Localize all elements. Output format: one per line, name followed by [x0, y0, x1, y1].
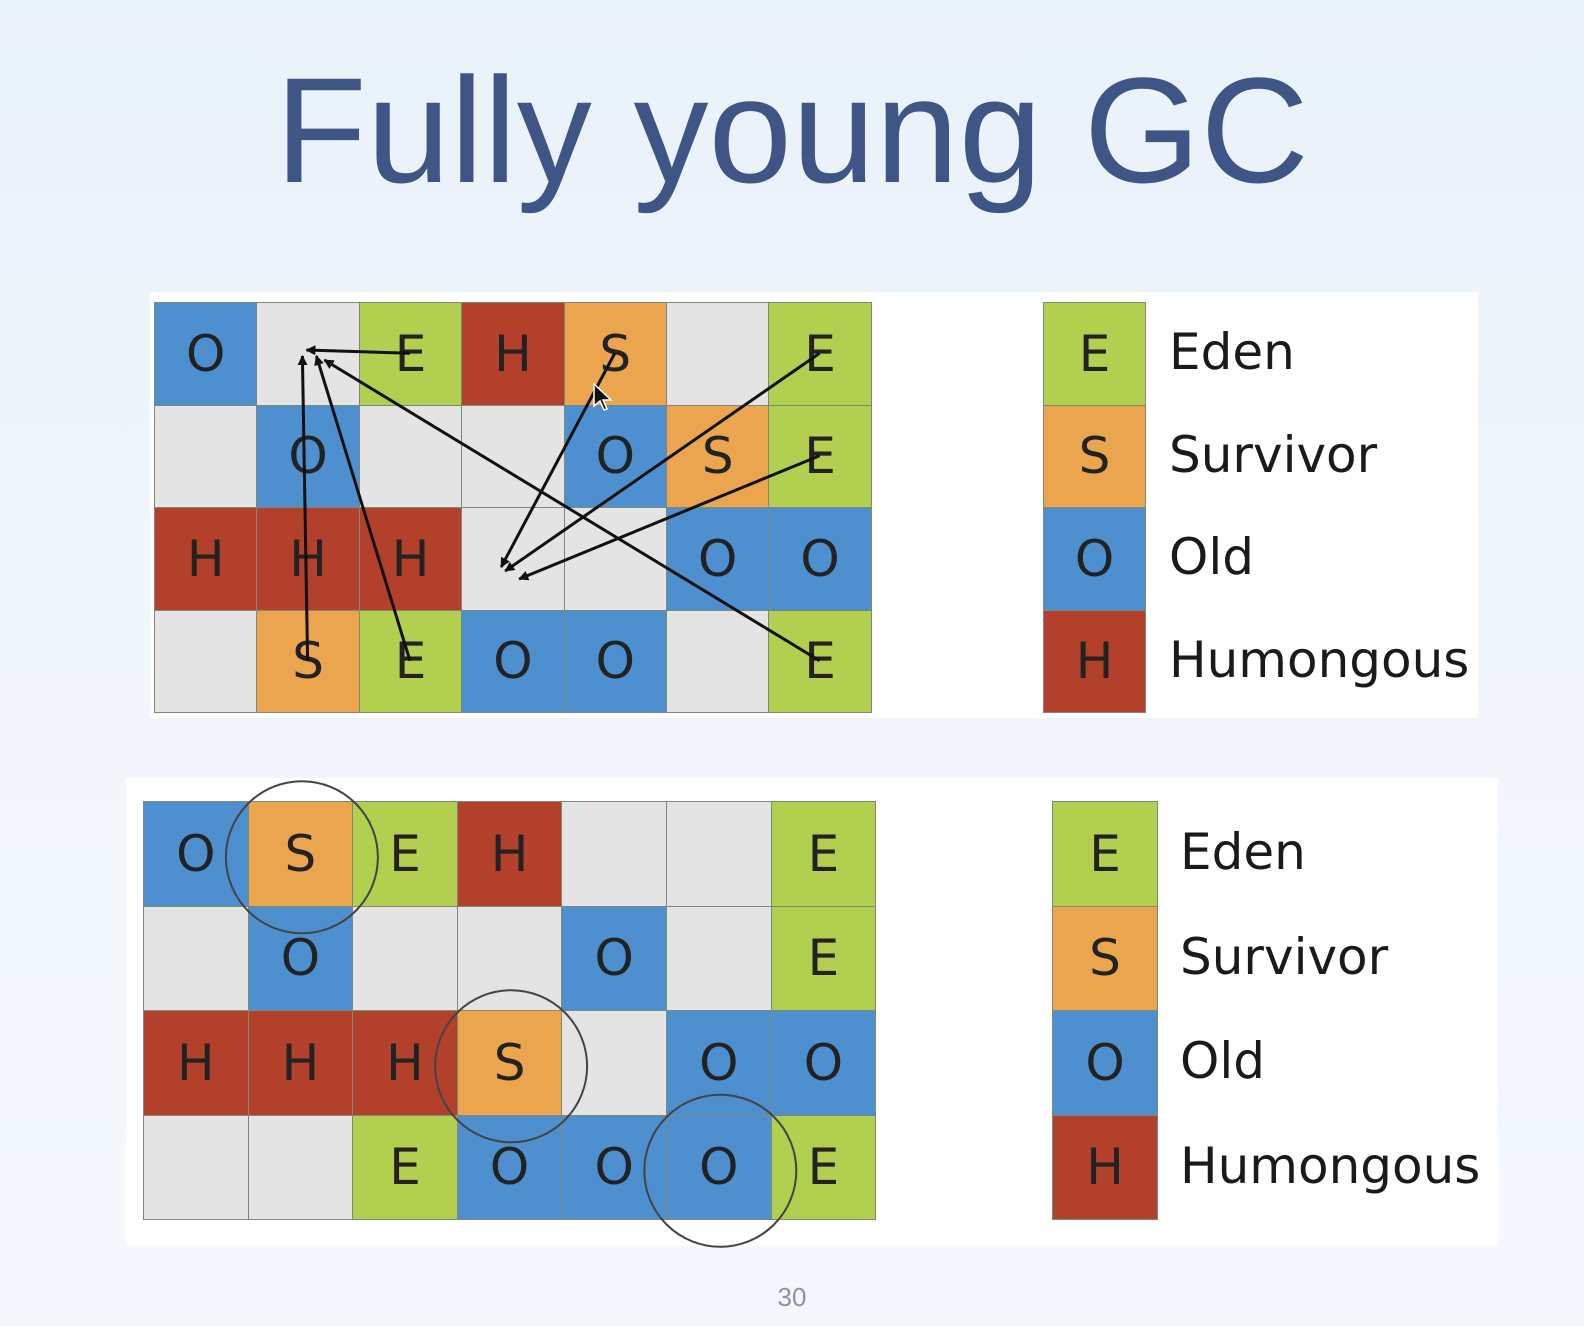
before-cell-r3-c4: O [563, 609, 667, 713]
after-cell-r1-c5 [666, 905, 772, 1011]
before-cell-r2-c5: O [666, 507, 770, 611]
after-cell-r2-c4 [561, 1010, 667, 1116]
after-cell-r0-c0: O [143, 801, 249, 907]
legend-before-label-eden: Eden [1169, 323, 1295, 382]
after-cell-r2-c0: H [143, 1010, 249, 1116]
after-cell-r3-c6: E [770, 1114, 877, 1220]
legend-before-swatch-humongous: H [1043, 609, 1146, 713]
before-cell-r3-c2: E [358, 609, 463, 713]
legend-after-label-humongous: Humongous [1180, 1136, 1481, 1195]
before-cell-r1-c3 [461, 404, 565, 508]
before-cell-r2-c6: O [768, 507, 872, 611]
after-cell-r2-c6: O [770, 1010, 877, 1116]
before-cell-r0-c6: E [768, 302, 872, 406]
after-cell-r3-c4: O [561, 1114, 667, 1220]
after-cell-r1-c1: O [247, 905, 354, 1011]
after-cell-r1-c0 [143, 905, 249, 1011]
legend-before-swatch-survivor: S [1043, 404, 1146, 508]
before-cell-r0-c4: S [563, 302, 667, 406]
before-cell-r3-c0 [154, 609, 258, 713]
legend-after-swatch-old: O [1052, 1010, 1158, 1116]
after-cell-r1-c2 [352, 905, 458, 1011]
after-cell-r2-c1: H [247, 1010, 354, 1116]
legend-before-label-old: Old [1169, 528, 1254, 587]
legend-before-swatch-eden: E [1043, 302, 1146, 406]
before-cell-r2-c4 [563, 507, 667, 611]
after-cell-r0-c2: E [352, 801, 458, 907]
before-cell-r1-c5: S [666, 404, 770, 508]
legend-after-swatch-humongous: H [1052, 1114, 1158, 1220]
before-cell-r0-c1 [256, 302, 360, 406]
after-cell-r1-c4: O [561, 905, 667, 1011]
legend-before-label-humongous: Humongous [1169, 630, 1470, 689]
legend-before-label-survivor: Survivor [1169, 425, 1378, 484]
legend-after-swatch-survivor: S [1052, 905, 1158, 1011]
before-cell-r1-c2 [358, 404, 463, 508]
after-cell-r3-c1 [247, 1114, 354, 1220]
before-cell-r2-c3 [461, 507, 565, 611]
after-cell-r1-c3 [456, 905, 563, 1011]
legend-before-swatch-old: O [1043, 507, 1146, 611]
legend-after-label-survivor: Survivor [1180, 927, 1389, 986]
after-cell-r3-c2: E [352, 1114, 458, 1220]
before-cell-r3-c5 [666, 609, 770, 713]
legend-after-swatch-eden: E [1052, 801, 1158, 907]
after-cell-r0-c6: E [770, 801, 877, 907]
before-cell-r0-c0: O [154, 302, 258, 406]
before-cell-r2-c0: H [154, 507, 258, 611]
page-number: 30 [777, 1282, 807, 1312]
after-cell-r3-c5: O [666, 1114, 772, 1220]
before-cell-r0-c5 [666, 302, 770, 406]
after-cell-r2-c3: S [456, 1010, 563, 1116]
after-cell-r3-c0 [143, 1114, 249, 1220]
before-cell-r3-c3: O [461, 609, 565, 713]
slide-title: Fully young GC [275, 46, 1309, 214]
after-cell-r3-c3: O [456, 1114, 563, 1220]
after-cell-r0-c3: H [456, 801, 563, 907]
after-cell-r2-c5: O [666, 1010, 772, 1116]
after-cell-r0-c5 [666, 801, 772, 907]
before-cell-r0-c2: E [358, 302, 463, 406]
before-cell-r3-c6: E [768, 609, 872, 713]
before-cell-r2-c1: H [256, 507, 360, 611]
mouse-cursor-icon [593, 382, 613, 411]
before-cell-r1-c0 [154, 404, 258, 508]
before-cell-r2-c2: H [358, 507, 463, 611]
legend-after-label-old: Old [1180, 1032, 1265, 1091]
after-cell-r2-c2: H [352, 1010, 458, 1116]
before-cell-r1-c6: E [768, 404, 872, 508]
after-cell-r0-c1: S [247, 801, 354, 907]
before-cell-r0-c3: H [461, 302, 565, 406]
before-cell-r1-c4: O [563, 404, 667, 508]
before-cell-r3-c1: S [256, 609, 360, 713]
legend-after-label-eden: Eden [1180, 823, 1306, 882]
after-cell-r1-c6: E [770, 905, 877, 1011]
after-cell-r0-c4 [561, 801, 667, 907]
before-cell-r1-c1: O [256, 404, 360, 508]
